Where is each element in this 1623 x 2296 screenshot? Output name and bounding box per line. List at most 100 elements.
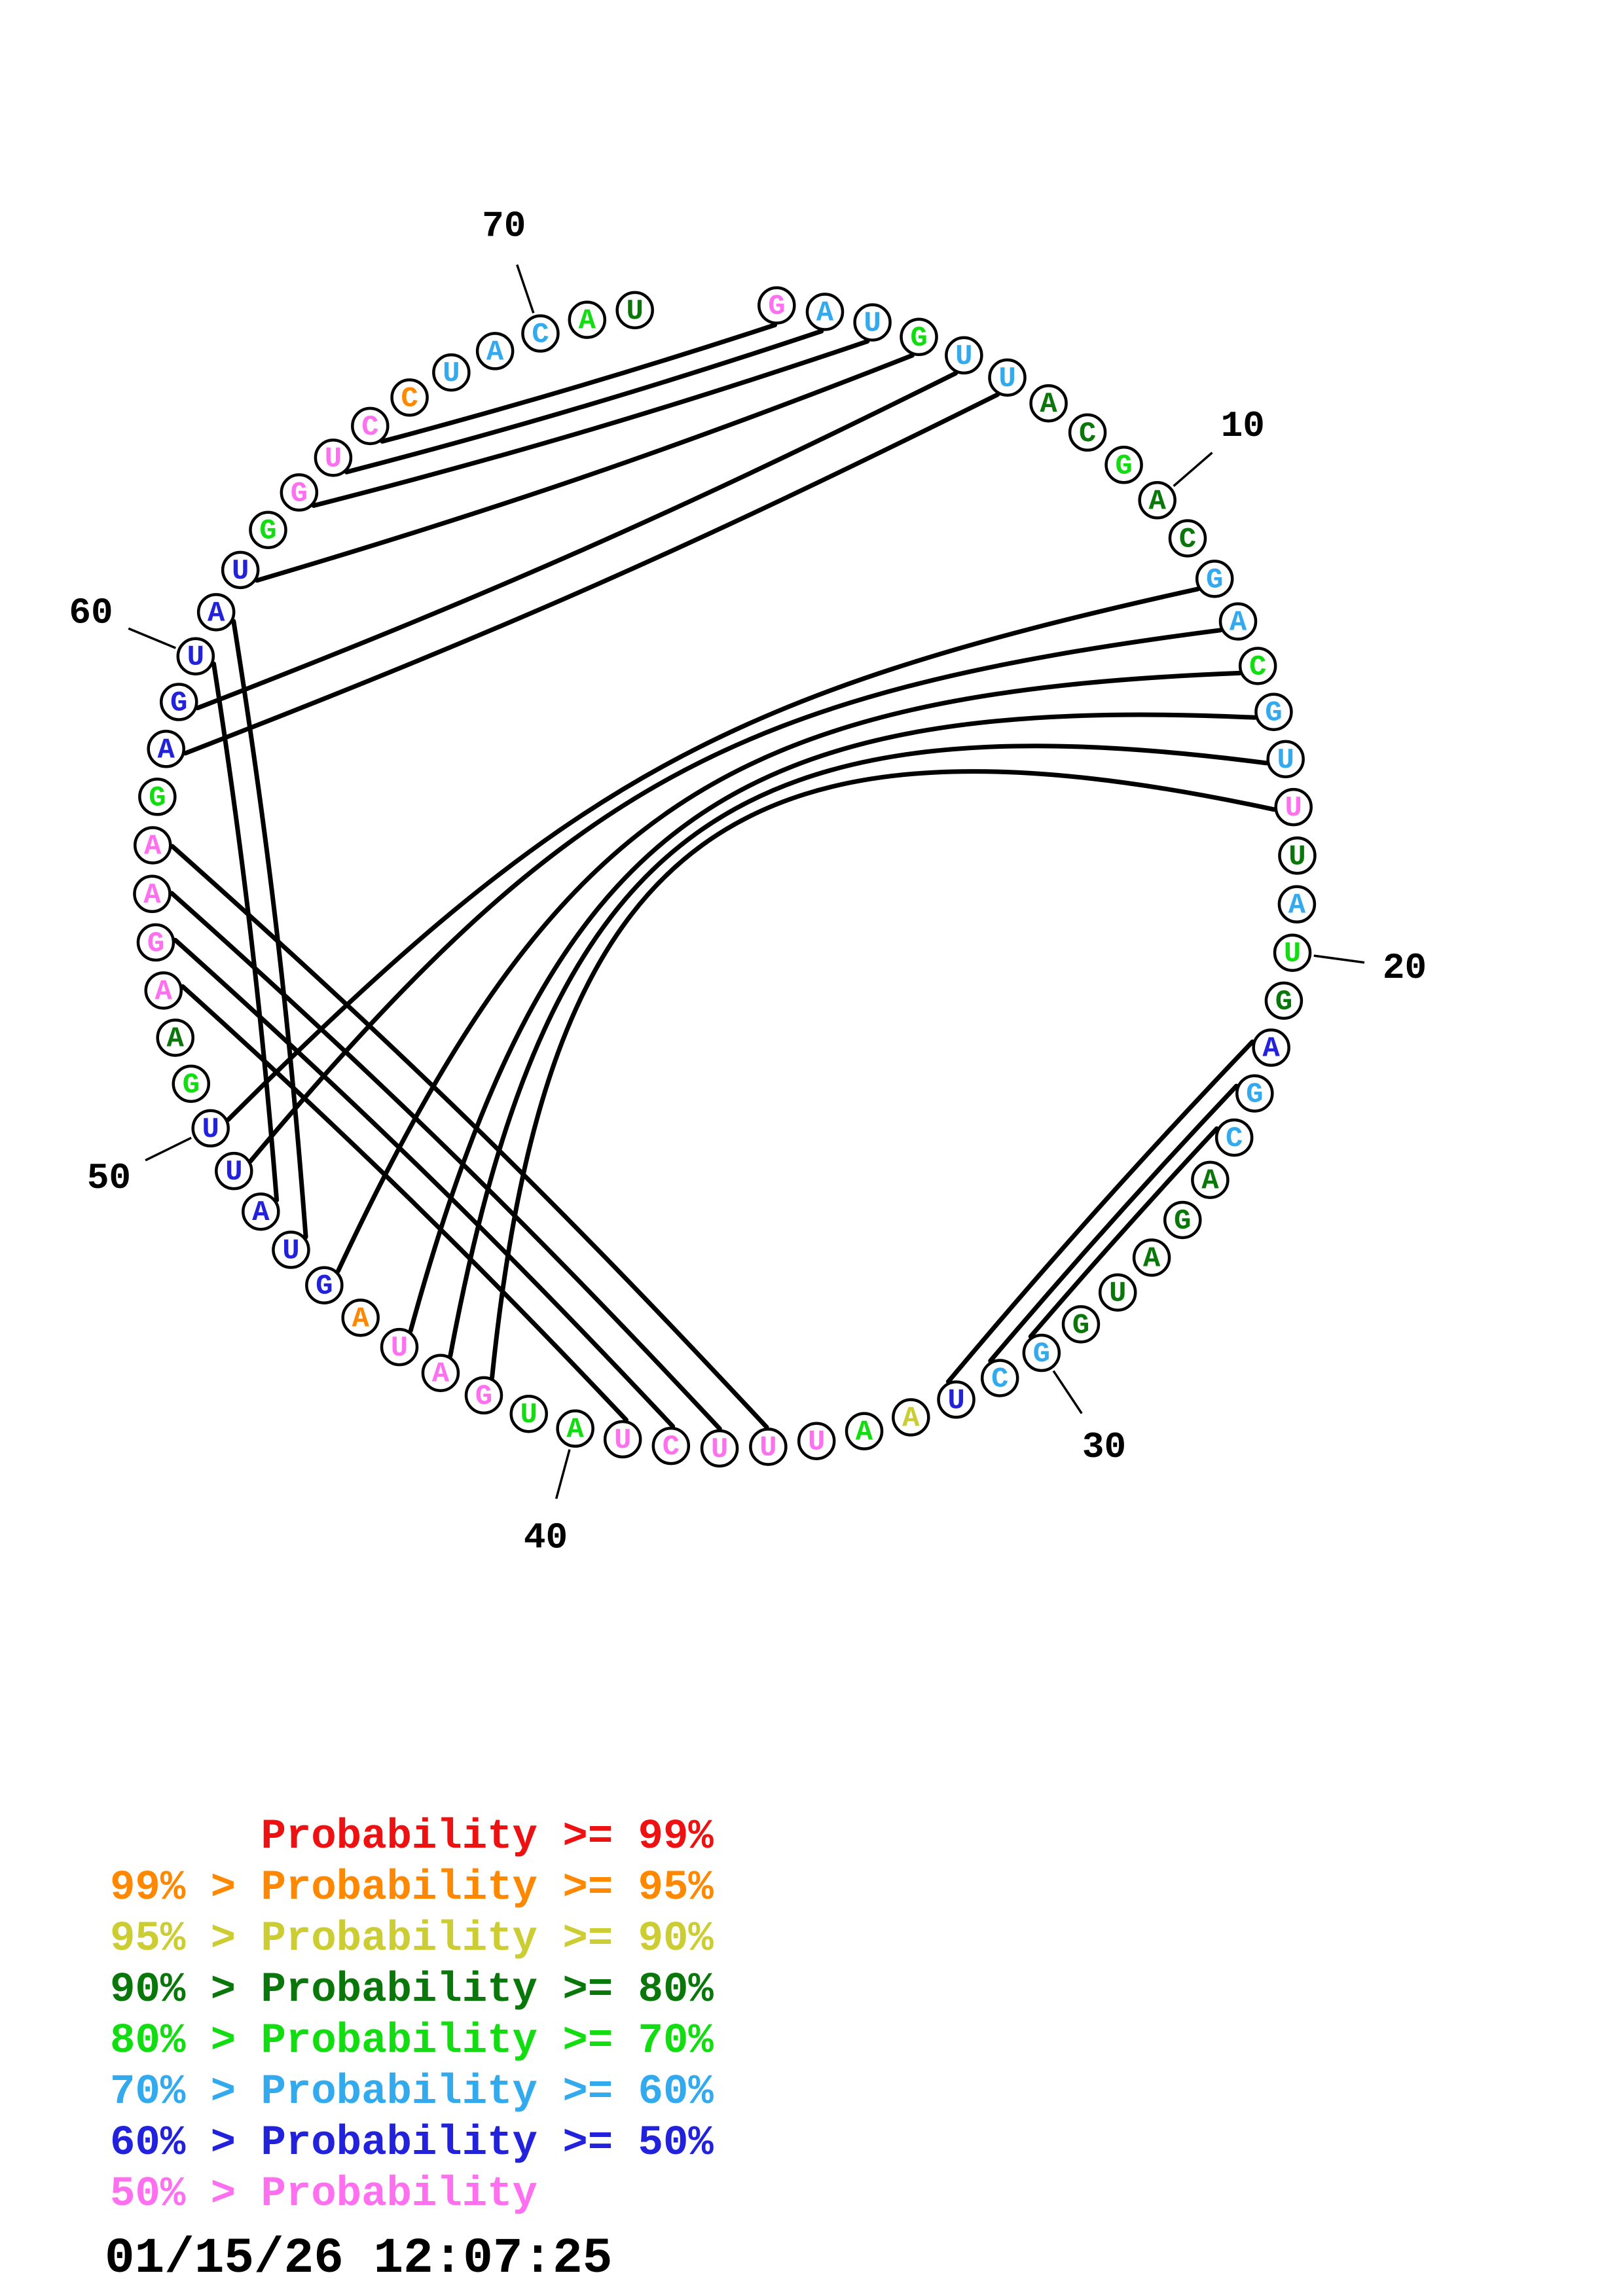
base-pair-arc-38-54 — [173, 937, 676, 1429]
nucleotide-letter-53-A: A — [155, 975, 173, 1008]
legend-row-5: 70% > Probability >= 60% — [110, 2069, 714, 2116]
base-pair-arc-12-50 — [226, 586, 1201, 1122]
nucleotide-circle-20 — [1273, 933, 1312, 972]
nucleotide-letter-47-U: U — [282, 1235, 299, 1268]
timestamp: 01/15/26 12:07:25 — [105, 2231, 613, 2287]
nucleotide-letter-10-A: A — [1148, 485, 1166, 518]
nucleotide-circle-9 — [1104, 446, 1143, 484]
nucleotide-circle-47 — [272, 1230, 310, 1269]
nucleotide-letter-19-A: A — [1288, 889, 1306, 922]
nucleotide-circle-67 — [390, 378, 429, 417]
base-pair-arc-36-56 — [170, 844, 769, 1430]
nucleotide-letter-58-A: A — [158, 734, 175, 766]
nucleotide-circle-68 — [432, 353, 471, 392]
nucleotide-letter-17-U: U — [1285, 792, 1302, 825]
label-line-70 — [516, 264, 535, 314]
nucleotide-circle-60 — [176, 637, 215, 675]
nucleotide-circle-10 — [1138, 481, 1176, 520]
nucleotide-letter-23-G: G — [1246, 1079, 1263, 1111]
nucleotide-circle-22 — [1252, 1028, 1290, 1067]
nucleotide-letter-56-A: A — [144, 830, 162, 863]
nucleotide-circle-32 — [937, 1380, 976, 1419]
nucleotide-circle-42 — [464, 1376, 503, 1415]
nucleotide-letter-9-G: G — [1115, 450, 1132, 482]
nucleotide-letter-57-G: G — [149, 781, 166, 814]
legend-row-0: Probability >= 99% — [110, 1814, 714, 1861]
nucleotide-letter-32-U: U — [947, 1384, 964, 1417]
nucleotide-letter-68-U: U — [443, 357, 460, 390]
nucleotide-circle-21 — [1264, 981, 1304, 1020]
nucleotide-letter-28-U: U — [1109, 1278, 1126, 1310]
base-pair-arc-13-49 — [248, 628, 1223, 1164]
nucleotide-circle-4 — [900, 317, 938, 357]
nucleotide-circle-14 — [1238, 647, 1277, 685]
nucleotide-letter-49-U: U — [225, 1156, 242, 1189]
base-pair-arc-48-60 — [211, 661, 280, 1203]
nucleotide-circle-18 — [1278, 836, 1317, 875]
nucleotide-letter-20-U: U — [1284, 938, 1301, 971]
nucleotide-circle-5 — [945, 336, 983, 375]
nucleotide-circle-27 — [1132, 1238, 1171, 1277]
nucleotide-letter-52-A: A — [167, 1022, 185, 1055]
nucleotide-circle-1 — [757, 286, 796, 325]
nucleotide-letter-38-C: C — [663, 1431, 680, 1463]
nucleotide-letter-3-U: U — [864, 308, 881, 340]
nucleotide-letter-5-U: U — [955, 340, 972, 373]
nucleotide-letter-11-C: C — [1179, 523, 1196, 556]
nucleotide-letter-42-G: G — [475, 1380, 492, 1413]
probability-legend: Probability >= 99% 99% > Probability >= 9… — [110, 1812, 714, 2220]
nucleotide-letter-43-A: A — [432, 1358, 450, 1391]
nucleotide-circle-33 — [892, 1398, 930, 1437]
base-pair-arc-6-58 — [183, 392, 1000, 756]
nucleotide-circle-11 — [1168, 519, 1207, 558]
nucleotide-letter-37-U: U — [711, 1433, 728, 1466]
nucleotide-letter-16-U: U — [1277, 744, 1294, 777]
legend-row-6: 60% > Probability >= 50% — [110, 2120, 714, 2167]
nucleotide-letter-34-A: A — [856, 1416, 873, 1449]
base-pair-arc-24-30 — [1028, 1126, 1219, 1339]
position-label-70: 70 — [482, 206, 526, 247]
nucleotide-circle-45 — [341, 1299, 380, 1337]
nucleotide-circle-24 — [1214, 1118, 1254, 1157]
nucleotide-circle-57 — [138, 778, 177, 816]
nucleotide-circle-40 — [556, 1409, 594, 1448]
nucleotide-letter-61-A: A — [208, 597, 225, 630]
base-pair-arc-4-62 — [255, 353, 915, 583]
nucleotide-letter-69-A: A — [486, 336, 504, 368]
nucleotide-letter-14-C: C — [1249, 651, 1266, 683]
nucleotide-circle-70 — [521, 314, 560, 353]
label-line-10 — [1173, 452, 1213, 487]
nucleotide-circle-61 — [196, 593, 236, 632]
nucleotide-circle-41 — [509, 1394, 548, 1433]
nucleotide-circle-29 — [1061, 1305, 1101, 1344]
nucleotide-letter-63-G: G — [259, 515, 276, 548]
nucleotide-letter-67-C: C — [401, 382, 418, 415]
nucleotide-letter-1-G: G — [768, 291, 785, 323]
nucleotide-circle-72 — [615, 291, 654, 330]
nucleotide-letter-15-G: G — [1265, 697, 1282, 730]
nucleotide-circle-71 — [568, 300, 607, 339]
nucleotide-circle-44 — [380, 1327, 419, 1367]
nucleotide-circle-2 — [805, 293, 845, 331]
nucleotide-letter-48-A: A — [252, 1196, 270, 1229]
legend-row-1: 99% > Probability >= 95% — [110, 1865, 714, 1912]
nucleotide-circle-28 — [1098, 1273, 1137, 1312]
nucleotide-circle-53 — [144, 971, 183, 1010]
base-pair-arc-3-64 — [311, 339, 870, 508]
nucleotide-letter-70-C: C — [532, 319, 549, 351]
nucleotide-circle-54 — [136, 923, 175, 962]
position-label-40: 40 — [524, 1517, 568, 1559]
nucleotide-letter-30-G: G — [1033, 1338, 1050, 1371]
nucleotide-circle-65 — [314, 439, 353, 477]
nucleotide-circle-23 — [1235, 1074, 1274, 1113]
base-pair-arc-16-43 — [448, 744, 1269, 1359]
legend-row-7: 50% > Probability — [110, 2171, 538, 2218]
nucleotide-letter-31-C: C — [991, 1363, 1008, 1396]
nucleotide-letter-51-G: G — [183, 1069, 200, 1102]
nucleotide-letter-25-A: A — [1201, 1165, 1219, 1198]
position-label-60: 60 — [69, 592, 113, 634]
nucleotide-circle-12 — [1195, 560, 1234, 598]
nucleotide-letter-72-U: U — [626, 295, 643, 328]
nucleotide-circle-66 — [351, 406, 390, 446]
nucleotide-letter-4-G: G — [910, 322, 927, 355]
